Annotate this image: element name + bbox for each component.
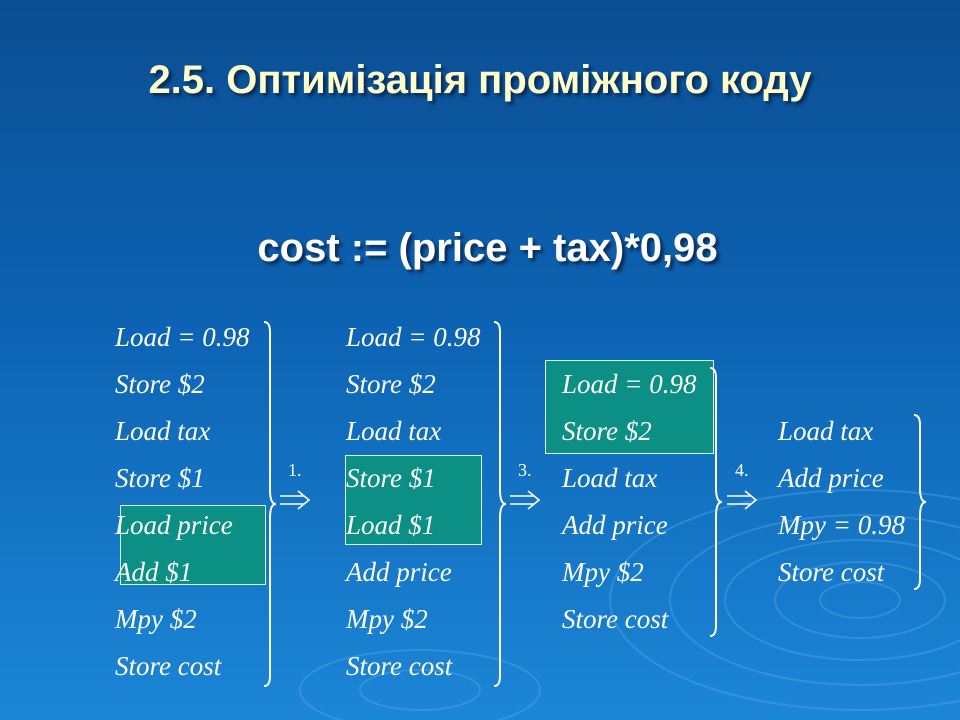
highlight-box-col2 [345,455,482,545]
code-line: Load tax [562,463,658,493]
code-line: Load tax [346,416,442,446]
brace-right-3 [709,367,723,637]
code-line: Store $2 [115,369,205,399]
code-line: Load = 0.98 [562,369,697,399]
code-line: Store cost [778,557,885,587]
implies-arrow-icon [280,490,311,510]
step-label-3: 3. [518,460,532,480]
formula: cost := (price + tax)*0,98 [257,226,718,270]
step-label-1: 1. [288,460,302,480]
code-line: Load = 0.98 [346,322,481,352]
highlight-box-col1 [120,505,266,585]
code-line: Add price [778,463,884,493]
brace-right-2 [493,321,507,687]
code-line: Load = 0.98 [115,322,250,352]
code-line: Add price [346,557,452,587]
implies-arrow-icon [510,490,541,510]
code-line: Mpy $2 [562,557,644,587]
code-line: Store $2 [346,369,436,399]
code-line: Mpy = 0.98 [778,510,905,540]
brace-right-1 [263,321,277,687]
highlight-box-col3 [545,360,714,454]
step-label-4: 4. [735,460,749,480]
implies-arrow-icon [727,490,758,510]
code-line: Load tax [115,416,211,446]
code-line: Add price [562,510,668,540]
code-line: Store cost [562,604,669,634]
code-line: Mpy $2 [346,604,428,634]
code-line: Store $1 [346,463,436,493]
code-line: Load price [115,510,233,540]
code-line: Add $1 [115,557,193,587]
brace-right-4 [913,414,927,590]
code-line: Load tax [778,416,874,446]
code-line: Load $1 [346,510,436,540]
code-line: Store $1 [115,463,205,493]
code-line: Store $2 [562,416,652,446]
code-line: Mpy $2 [115,604,197,634]
code-line: Store cost [115,651,222,681]
slide-title: 2.5. Оптимізація проміжного коду [148,58,812,102]
code-line: Store cost [346,651,453,681]
